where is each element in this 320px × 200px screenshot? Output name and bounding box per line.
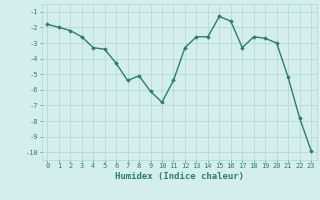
X-axis label: Humidex (Indice chaleur): Humidex (Indice chaleur) [115,172,244,181]
